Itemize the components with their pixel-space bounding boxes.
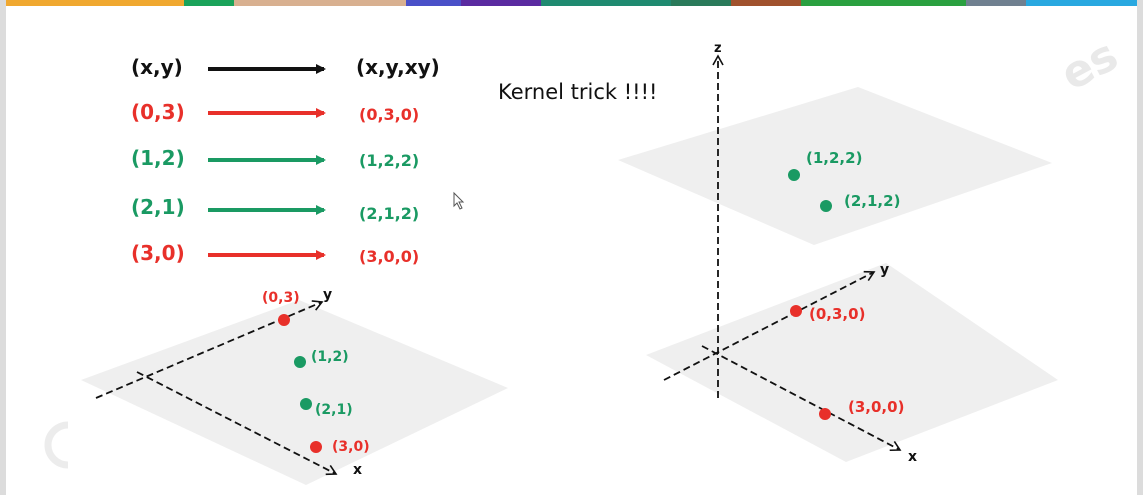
mapping-row-to: (2,1,2) (359, 204, 419, 223)
top-bar-segment (731, 0, 801, 6)
y-axis-3d (663, 270, 876, 381)
top-bar-segment (406, 0, 461, 6)
point-label-3d: (3,0,0) (848, 398, 904, 416)
point-3d (820, 200, 832, 212)
mapping-row-from: (2,1) (131, 195, 185, 219)
top-bar-segment (671, 0, 731, 6)
slide-title: Kernel trick !!!! (498, 80, 657, 104)
top-bar-segment (184, 0, 234, 6)
z-axis-label-3d: z (714, 41, 722, 56)
point-label-3d: (2,1,2) (844, 192, 900, 210)
point-label-2d: (3,0) (332, 439, 370, 455)
point-3d (790, 305, 802, 317)
mapping-header-to: (x,y,xy) (356, 55, 440, 79)
mapping-row-to: (0,3,0) (359, 105, 419, 124)
top-bar-segment (1026, 0, 1137, 6)
plane-3d-lower (646, 263, 1058, 462)
top-bar-segment (461, 0, 541, 6)
point-2d (278, 314, 290, 326)
mapping-row-from: (1,2) (131, 146, 185, 170)
top-bar-segment (234, 0, 406, 6)
watermark-icon: es (1053, 29, 1126, 100)
mapping-row-to: (3,0,0) (359, 247, 419, 266)
plot-2d: y x (0,3) (1,2) (2,1) (3,0) (81, 287, 508, 485)
point-label-2d: (2,1) (315, 402, 353, 418)
mapping-header-from: (x,y) (131, 55, 183, 79)
top-bar-segment (6, 0, 184, 6)
top-color-bar (6, 0, 1137, 6)
x-axis-2d (136, 371, 338, 476)
point-label-3d: (0,3,0) (809, 305, 865, 323)
x-axis-label-3d: x (908, 449, 917, 465)
plot-3d: z y x (1,2,2) (2,1,2) (0,3,0) (3,0,0) (618, 41, 1058, 465)
point-label-2d: (0,3) (262, 290, 300, 306)
diagram-canvas: (x,y) (x,y,xy) (0,3) (0,3,0) (1,2) (1,2,… (44, 29, 1126, 485)
point-2d (310, 441, 322, 453)
plane-2d (81, 300, 508, 485)
mapping-row-to: (1,2,2) (359, 151, 419, 170)
mapping-row-from: (3,0) (131, 241, 185, 265)
cursor-icon (453, 191, 465, 210)
y-axis-label-3d: y (880, 262, 889, 278)
mapping-row-from: (0,3) (131, 100, 185, 124)
watermark-icon (44, 421, 69, 469)
point-2d (294, 356, 306, 368)
top-bar-segment (966, 0, 1026, 6)
mapping-table: (x,y) (x,y,xy) (0,3) (0,3,0) (1,2) (1,2,… (131, 55, 440, 266)
x-axis-label-2d: x (353, 462, 362, 478)
point-3d (788, 169, 800, 181)
point-3d (819, 408, 831, 420)
point-label-3d: (1,2,2) (806, 149, 862, 167)
top-bar-segment (541, 0, 671, 6)
plane-3d-upper (618, 87, 1052, 245)
point-2d (300, 398, 312, 410)
point-label-2d: (1,2) (311, 349, 349, 365)
y-axis-label-2d: y (323, 287, 332, 303)
x-axis-3d (701, 345, 902, 452)
top-bar-segment (801, 0, 966, 6)
